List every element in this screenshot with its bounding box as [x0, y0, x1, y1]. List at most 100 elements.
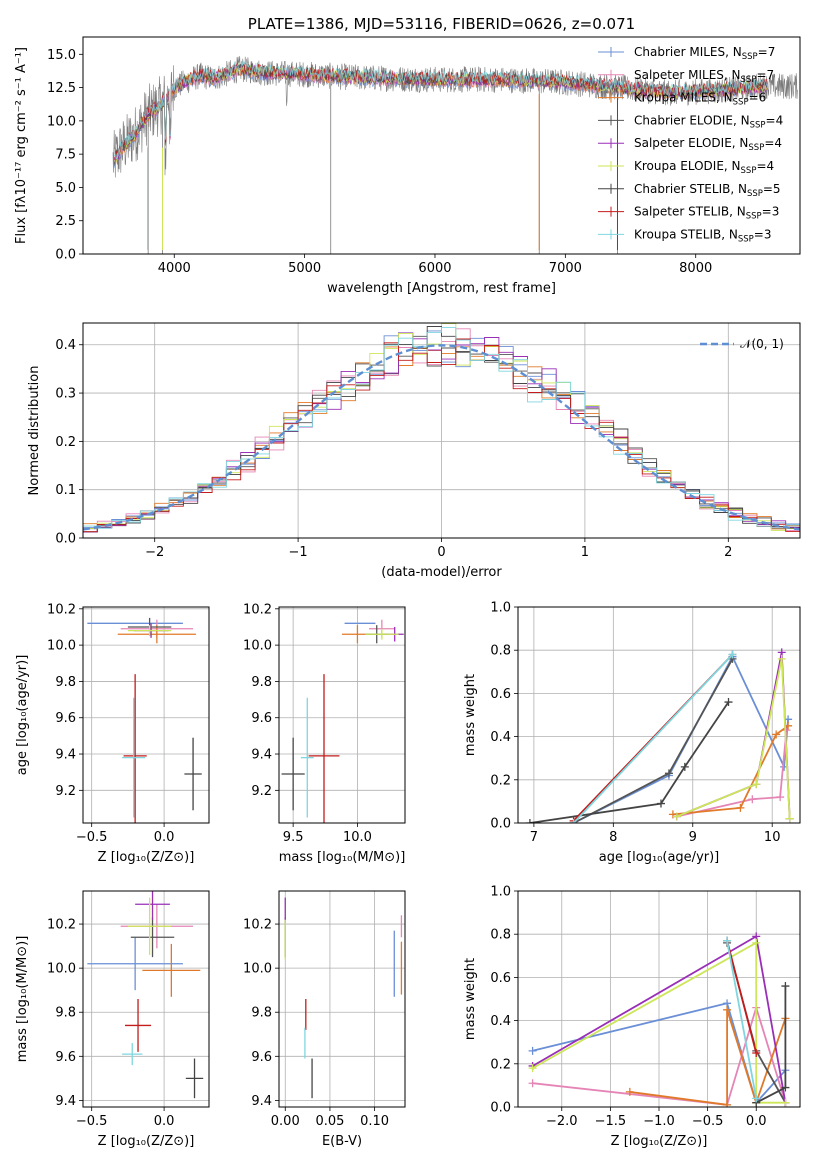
- series-point-kroupa_miles: [625, 1087, 634, 1096]
- mass_vs_Z-axes: −0.5 0.0 9.4 9.6 9.8 10.0 10.2 Z [log₁₀(Z/Z⊙)] m…: [15, 891, 209, 1149]
- legend-label-eq: =7: [756, 68, 774, 82]
- residuals-plot-area: [83, 323, 800, 536]
- y-tick-label: 9.8: [251, 675, 272, 690]
- x-tick-label: 4000: [158, 261, 191, 276]
- y-axis-label: mass weight: [463, 958, 478, 1040]
- y-axis-label: Normed distribution: [27, 366, 42, 496]
- x-tick-label: −1: [289, 545, 308, 560]
- mass_weight_vs_Z-axes: −2.0 −1.5 −1.0 −0.5 0.0 0.0 0.2 0.4 0.6 0.8 1.0 Z […: [463, 885, 800, 1149]
- x-tick-label: 0.10: [360, 1114, 389, 1129]
- y-tick-label: 9.8: [251, 1006, 272, 1021]
- y-tick-label: 10.0: [243, 962, 272, 977]
- series-point-chabrier_stelib: [724, 698, 733, 707]
- x-axis-label: Z [log₁₀(Z/Z⊙)]: [611, 1134, 708, 1149]
- series-point-kroupa_stelib: [752, 1094, 761, 1103]
- y-tick-label: 12.5: [47, 81, 76, 96]
- series-line-salpeter_stelib: [726, 940, 758, 1054]
- x-tick-label: −1.0: [643, 1114, 675, 1129]
- x-tick-label: 0: [437, 545, 445, 560]
- y-tick-label: 9.6: [55, 711, 76, 726]
- y-tick-label: 0.4: [490, 730, 511, 745]
- x-tick-label: 6000: [418, 261, 451, 276]
- series-point-kroupa_stelib: [728, 650, 737, 659]
- y-tick-label: 0.8: [490, 928, 511, 943]
- series-line-chabrier_stelib: [529, 701, 730, 823]
- series-point-kroupa_elodie: [528, 1064, 537, 1073]
- y-axis-label: Flux [fλ10⁻¹⁷ erg cm⁻² s⁻¹ A⁻¹]: [14, 47, 29, 244]
- y-tick-label: 7.5: [55, 148, 76, 163]
- y-tick-label: 0.2: [490, 773, 511, 788]
- series-line-kroupa_stelib: [572, 653, 734, 823]
- y-tick-label: 9.2: [55, 784, 76, 799]
- y-tick-label: 9.6: [251, 711, 272, 726]
- legend-label-chabrier_elodie: Chabrier ELODIE, NSSP=4: [634, 113, 783, 130]
- y-tick-label: 0.6: [490, 971, 511, 986]
- axes-frame: [517, 606, 801, 824]
- axes-frame: [82, 36, 801, 255]
- legend-label-eq: =4: [766, 113, 784, 127]
- y-axis-label: mass [log₁₀(M/M⊙)]: [15, 936, 30, 1063]
- legend-label-salpeter_miles: Salpeter MILES, NSSP=7: [634, 68, 774, 85]
- x-tick-label: 10.0: [343, 830, 372, 845]
- axes-frame: [82, 606, 210, 824]
- x-axis-label: age [log₁₀(age/yr)]: [599, 850, 720, 865]
- y-tick-label: 10.0: [47, 639, 76, 654]
- legend-label-sub: SSP: [747, 189, 763, 199]
- x-tick-label: 10: [764, 830, 781, 845]
- y-tick-label: 10.0: [47, 962, 76, 977]
- mass_weight_vs_Z-plot-area: [528, 932, 790, 1107]
- age_vs_Z-axes: −0.5 0.0 9.2 9.4 9.6 9.8 10.0 10.2 Z [log₁₀(Z/Z⊙…: [15, 602, 209, 865]
- y-tick-label: 5.0: [55, 181, 76, 196]
- series-point-kroupa_elodie: [752, 780, 761, 789]
- mass_vs_ebv-axes: 0.00 0.05 0.10 9.4 9.6 9.8 10.0 10.2 E(B-V): [243, 891, 405, 1149]
- spectrum-plot-area: [112, 56, 798, 254]
- x-tick-label: 0.0: [154, 830, 175, 845]
- legend-label-eq: =6: [749, 91, 767, 105]
- legend-label-text: Kroupa STELIB, N: [634, 227, 738, 241]
- y-tick-label: 9.4: [55, 748, 76, 763]
- y-tick-label: 0.3: [55, 387, 76, 402]
- x-tick-label: 8: [609, 830, 617, 845]
- legend-label-text: Kroupa MILES, N: [634, 91, 733, 105]
- y-tick-label: 10.0: [243, 639, 272, 654]
- x-tick-label: −1.5: [595, 1114, 627, 1129]
- legend-label-sub: SSP: [733, 98, 749, 108]
- legend-label-eq: =5: [763, 182, 781, 196]
- y-axis-label: mass weight: [463, 674, 478, 756]
- legend-label-eq: =3: [754, 227, 772, 241]
- y-tick-label: 0.0: [55, 248, 76, 263]
- y-tick-label: 9.2: [251, 784, 272, 799]
- series-point-kroupa_stelib: [569, 819, 578, 823]
- axes-frame: [82, 890, 210, 1108]
- series-point-chabrier_stelib: [656, 799, 665, 808]
- y-tick-label: 0.0: [55, 532, 76, 547]
- legend-label-sub: SSP: [748, 143, 764, 153]
- y-tick-label: 9.8: [55, 675, 76, 690]
- x-tick-label: 7: [530, 830, 538, 845]
- y-tick-label: 0.0: [490, 817, 511, 832]
- series-point-chabrier_stelib: [525, 819, 534, 823]
- legend-label-eq: =3: [762, 205, 780, 219]
- y-tick-label: 10.2: [243, 602, 272, 617]
- series-point-salpeter_miles: [748, 795, 757, 804]
- series-point-chabrier_elodie: [664, 769, 673, 778]
- series-point-kroupa_elodie: [777, 654, 786, 663]
- series-point-kroupa_elodie: [672, 812, 681, 821]
- axes-frame: [517, 890, 801, 1108]
- legend-label-text: Chabrier MILES, N: [634, 45, 742, 59]
- x-tick-label: −0.5: [76, 830, 108, 845]
- spectrum-axes: 4000 5000 6000 7000 8000 0.0 2.5 5.0 7.5 10.0 12.5…: [14, 47, 712, 296]
- y-tick-label: 10.2: [47, 602, 76, 617]
- legend-label-kroupa_elodie: Kroupa ELODIE, NSSP=4: [634, 159, 774, 176]
- x-tick-label: 9.5: [283, 830, 304, 845]
- mass_vs_ebv-plot-area: [284, 897, 403, 1099]
- series-point-kroupa_elodie: [752, 938, 761, 947]
- y-tick-label: 1.0: [490, 885, 511, 900]
- axes-frame: [82, 322, 801, 539]
- y-tick-label: 0.2: [55, 435, 76, 450]
- x-tick-label: 0.0: [154, 1114, 175, 1129]
- x-tick-label: 5000: [288, 261, 321, 276]
- legend-label-eq: =4: [764, 136, 782, 150]
- series-point-kroupa_elodie: [781, 1098, 790, 1107]
